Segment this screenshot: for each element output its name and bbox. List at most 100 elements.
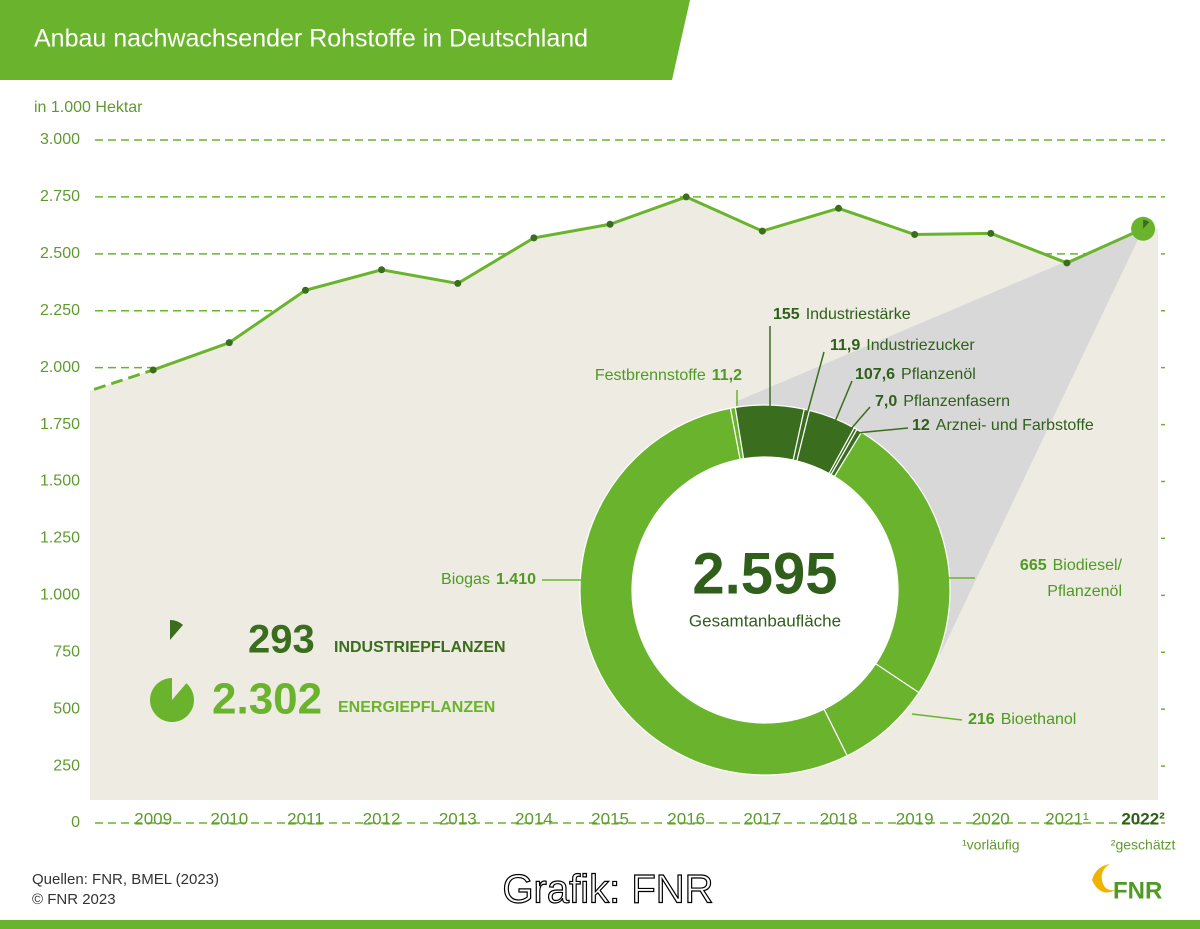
leader-line bbox=[911, 713, 963, 721]
y-tick-label: 2.000 bbox=[40, 359, 80, 376]
donut-hole bbox=[632, 457, 898, 723]
total-caption: Gesamtanbaufläche bbox=[689, 611, 841, 630]
leader-line bbox=[855, 427, 909, 434]
leader-line bbox=[849, 406, 871, 431]
segment-value: 11,2 bbox=[711, 367, 742, 384]
segment-name: Industriezucker bbox=[866, 337, 975, 354]
group-icon bbox=[150, 678, 195, 722]
credit: Grafik: FNR bbox=[502, 868, 713, 912]
segment-label: 11,9 Industriezucker bbox=[830, 333, 975, 359]
x-tick-label: 2020 bbox=[972, 809, 1010, 828]
x-tick-label: 2015 bbox=[591, 809, 629, 828]
point bbox=[454, 279, 462, 287]
y-tick-label: 2.750 bbox=[40, 188, 80, 205]
x-tick-label: 2012 bbox=[363, 809, 401, 828]
segment-name: Biodiesel/ Pflanzenöl bbox=[1047, 557, 1122, 600]
x-tick-label: 2018 bbox=[820, 809, 858, 828]
point bbox=[606, 220, 614, 228]
segment-name: Festbrennstoffe bbox=[594, 367, 706, 384]
y-tick-label: 3.000 bbox=[40, 131, 80, 148]
point bbox=[378, 266, 386, 274]
x-tick-label: 2009 bbox=[134, 809, 172, 828]
segment-value: 12 bbox=[912, 417, 930, 434]
y-tick-label: 1.500 bbox=[40, 473, 80, 490]
note: ²geschätzt bbox=[1111, 837, 1176, 853]
segment-label: 665 Biodiesel/ Pflanzenöl bbox=[972, 553, 1122, 605]
donut-segment bbox=[734, 404, 805, 461]
point bbox=[225, 339, 233, 347]
y-tick-label: 2.250 bbox=[40, 302, 80, 319]
point bbox=[149, 366, 157, 374]
point bbox=[530, 234, 538, 242]
segment-value: 665 bbox=[1019, 557, 1047, 574]
point bbox=[987, 229, 995, 237]
projection bbox=[735, 228, 1144, 656]
line bbox=[152, 195, 1144, 372]
copyright: © FNR 2023 bbox=[32, 891, 116, 908]
x-tick-label: 2022² bbox=[1121, 809, 1165, 828]
y-tick-label: 500 bbox=[53, 700, 80, 717]
group-value: 293 bbox=[248, 618, 315, 662]
x-tick-label: 2014 bbox=[515, 809, 553, 828]
point bbox=[682, 193, 690, 201]
segment-name: Arznei- und Farbstoffe bbox=[935, 417, 1094, 434]
y-tick-label: 0 bbox=[71, 814, 80, 831]
x-tick-label: 2010 bbox=[210, 809, 248, 828]
segment-name: Pflanzenfasern bbox=[903, 393, 1010, 410]
point bbox=[835, 204, 842, 212]
segment-value: 11,9 bbox=[830, 337, 861, 354]
segment-name: Pflanzenöl bbox=[901, 366, 976, 383]
x-tick-label: 2016 bbox=[667, 809, 705, 828]
y-tick-label: 1.750 bbox=[40, 416, 80, 433]
segment-label: 107,6 Pflanzenöl bbox=[855, 362, 976, 388]
point-icon bbox=[1143, 219, 1150, 229]
point bbox=[301, 286, 309, 294]
group-name: INDUSTRIEPFLANZEN bbox=[334, 639, 506, 656]
point bbox=[1063, 259, 1071, 267]
group-name: ENERGIEPFLANZEN bbox=[338, 699, 495, 716]
x-tick-label: 2017 bbox=[743, 809, 781, 828]
x-tick-label: 2021¹ bbox=[1045, 809, 1089, 828]
logo: FNR bbox=[1113, 877, 1162, 904]
segment-value: 7,0 bbox=[875, 393, 898, 410]
segment-value: 216 bbox=[968, 711, 995, 728]
logo-mark bbox=[1092, 864, 1116, 893]
segment-name: Industriestärke bbox=[805, 306, 911, 323]
y-tick-label: 250 bbox=[53, 757, 80, 774]
segment-label: Festbrennstoffe 11,2 bbox=[595, 363, 742, 389]
leader-line bbox=[805, 351, 825, 419]
segment-label: Biogas 1.410 bbox=[441, 567, 536, 593]
segment-label: 216 Bioethanol bbox=[968, 707, 1076, 733]
y-tick-label: 1.000 bbox=[40, 587, 80, 604]
leader-line bbox=[833, 380, 853, 425]
group-icon bbox=[170, 620, 184, 640]
segment-value: 1.410 bbox=[495, 571, 536, 588]
line-lead bbox=[90, 368, 154, 393]
x-tick-label: 2011 bbox=[287, 809, 324, 828]
y-tick-label: 2.500 bbox=[40, 245, 80, 262]
segment-label: 155 Industriestärke bbox=[773, 302, 911, 328]
segment-value: 155 bbox=[773, 306, 800, 323]
x-tick-label: 2019 bbox=[896, 809, 934, 828]
y-tick-label: 750 bbox=[53, 643, 80, 660]
point bbox=[911, 230, 919, 238]
group-value: 2.302 bbox=[212, 675, 322, 724]
title-banner bbox=[0, 0, 690, 80]
y-axis-label: in 1.000 Hektar bbox=[34, 99, 143, 116]
donut-segment bbox=[579, 407, 848, 776]
segment-name: Bioethanol bbox=[1000, 711, 1077, 728]
point bbox=[758, 227, 766, 235]
segment-label: 12 Arznei- und Farbstoffe bbox=[912, 413, 1094, 439]
footer-bar bbox=[0, 920, 1200, 929]
segment-label: 7,0 Pflanzenfasern bbox=[875, 389, 1010, 415]
note: ¹vorläufig bbox=[962, 837, 1020, 853]
segment-value: 107,6 bbox=[855, 366, 896, 383]
sources: Quellen: FNR, BMEL (2023) bbox=[32, 871, 219, 888]
segment-name: Biogas bbox=[441, 571, 490, 588]
y-tick-label: 1.250 bbox=[40, 530, 80, 547]
total: 2.595 bbox=[692, 541, 837, 606]
chart-title: Anbau nachwachsender Rohstoffe in Deutsc… bbox=[34, 25, 588, 53]
x-tick-label: 2013 bbox=[439, 809, 477, 828]
